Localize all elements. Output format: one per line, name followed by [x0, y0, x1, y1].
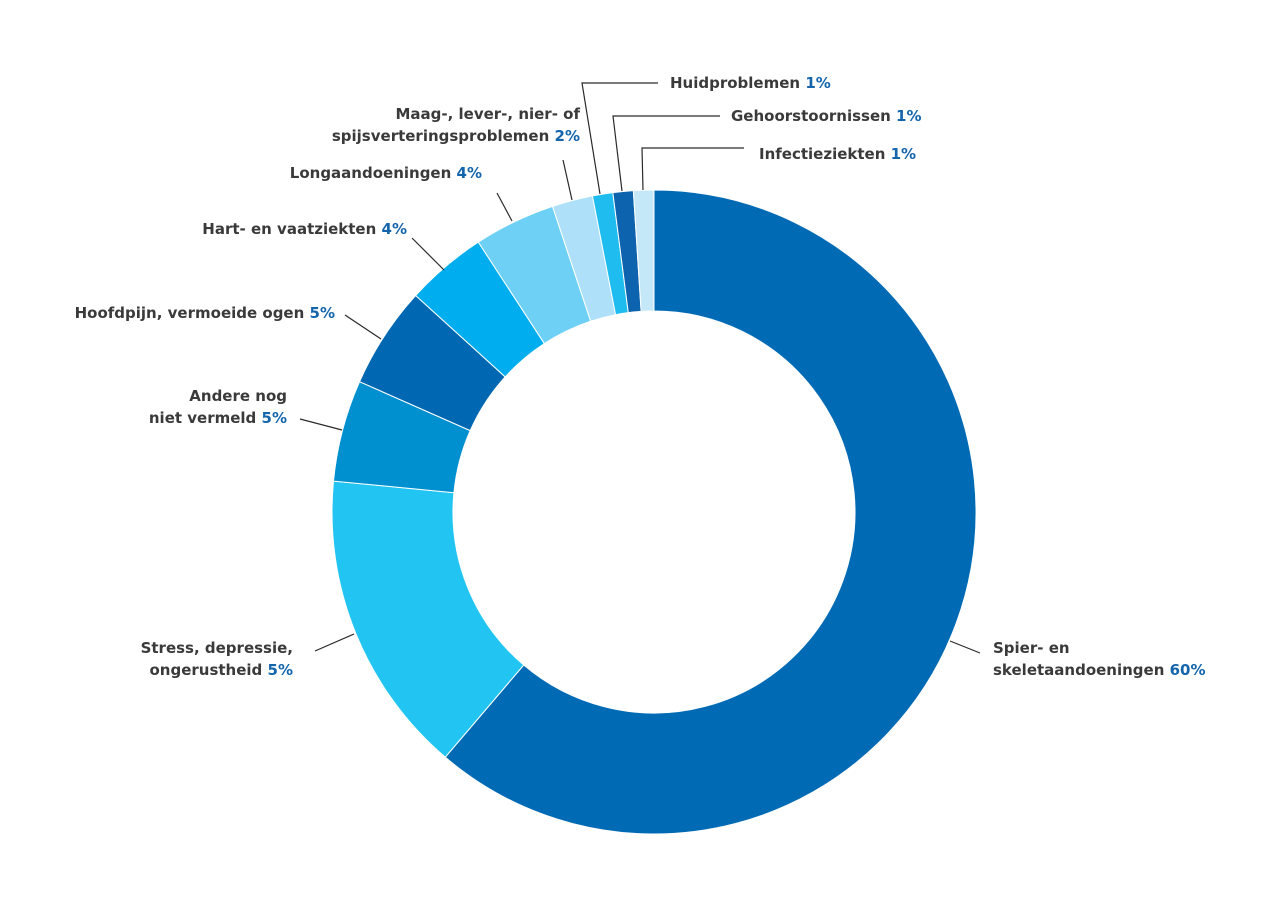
slice-percent-label: 5% — [262, 661, 293, 679]
leader-line — [562, 159, 573, 201]
slice-label: ongerustheid 5% — [149, 661, 293, 679]
leader-line — [299, 418, 343, 431]
slice-percent-label: 4% — [376, 220, 407, 238]
leader-line — [641, 147, 744, 191]
donut-slice — [632, 189, 655, 312]
slice-label: Gehoorstoornissen 1% — [731, 107, 922, 125]
donut-slice — [444, 189, 977, 835]
slice-percent-label: 5% — [304, 304, 335, 322]
slice-percent-label: 5% — [256, 409, 287, 427]
slice-label: Stress, depressie, — [141, 639, 293, 657]
leader-line — [612, 115, 720, 192]
leader-line — [496, 192, 513, 222]
slice-percent-label: 60% — [1164, 661, 1205, 679]
slice-percent-label: 4% — [451, 164, 482, 182]
slice-percent-label: 1% — [800, 74, 831, 92]
slice-label: Hart- en vaatziekten 4% — [202, 220, 407, 238]
leader-line — [949, 640, 981, 654]
slice-label: Andere nog — [189, 387, 287, 405]
slice-labels: Spier- en skeletaandoeningen 60% Stress, d… — [75, 74, 1206, 679]
slice-label: Huidproblemen 1% — [670, 74, 831, 92]
slice-percent-label: 1% — [891, 107, 922, 125]
leader-lines — [299, 82, 981, 654]
slice-label: Longaandoeningen 4% — [290, 164, 482, 182]
slice-label: Infectieziekten 1% — [759, 145, 916, 163]
leader-line — [581, 82, 658, 195]
slice-label: spijsverteringsproblemen 2% — [332, 127, 580, 145]
leader-line — [314, 633, 355, 652]
slice-label: Hoofdpijn, vermoeide ogen 5% — [75, 304, 335, 322]
slice-percent-label: 2% — [549, 127, 580, 145]
leader-line — [411, 237, 445, 271]
leader-line — [344, 314, 382, 340]
slice-percent-label: 1% — [885, 145, 916, 163]
slice-label: niet vermeld 5% — [149, 409, 287, 427]
slice-label: skeletaandoeningen 60% — [993, 661, 1206, 679]
slice-label: Maag-, lever-, nier- of — [395, 105, 580, 123]
slice-label: Spier- en — [993, 639, 1070, 657]
donut-slices — [331, 189, 977, 835]
